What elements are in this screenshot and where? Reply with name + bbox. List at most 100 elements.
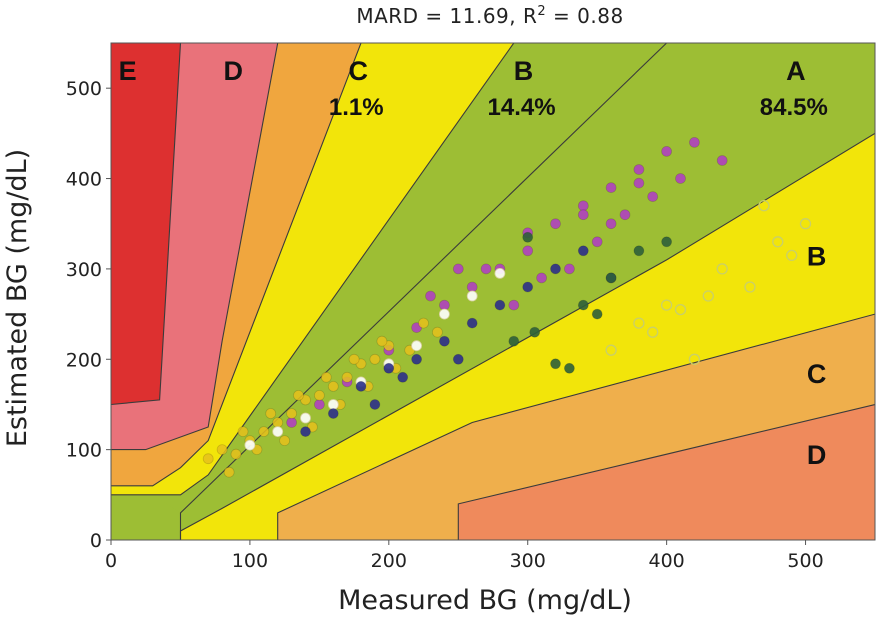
zone-percent-a: 84.5% <box>760 94 828 121</box>
chart-title: MARD = 11.69, R2 = 0.88 <box>356 4 623 28</box>
data-point-purple <box>647 191 659 203</box>
data-point-white <box>466 290 478 302</box>
data-point-purple <box>480 263 492 275</box>
x-axis-title: Measured BG (mg/dL) <box>338 585 632 616</box>
data-point-purple <box>466 281 478 293</box>
data-point-navy <box>355 380 367 392</box>
data-point-green <box>550 358 561 370</box>
data-point-yellow <box>223 466 235 478</box>
data-point-yellow <box>230 448 242 460</box>
data-point-outline <box>772 236 784 248</box>
data-point-navy <box>411 353 423 365</box>
y-tick-label: 200 <box>66 349 102 371</box>
zone-label-b: B <box>514 56 534 86</box>
data-point-navy <box>577 245 589 257</box>
data-point-yellow <box>272 417 284 428</box>
zone-labels: E D C 1.1% B 14.4% A 84.5% B C D <box>119 56 828 470</box>
data-point-navy <box>327 408 339 419</box>
data-point-white <box>438 308 450 320</box>
zone-percent-b: 14.4% <box>488 94 556 121</box>
x-tick-label: 400 <box>649 550 685 572</box>
data-point-navy <box>300 426 311 438</box>
data-point-outline <box>716 263 728 275</box>
data-point-white <box>411 340 423 352</box>
y-tick-label: 500 <box>66 78 102 100</box>
data-point-purple <box>577 200 589 212</box>
data-point-green <box>591 308 603 320</box>
data-point-purple <box>522 245 534 257</box>
data-point-outline <box>744 281 756 293</box>
data-point-white <box>244 439 256 451</box>
y-axis-title: Estimated BG (mg/dL) <box>2 149 33 447</box>
boundary-b-upper <box>111 43 515 496</box>
y-tick-label: 100 <box>66 440 102 462</box>
data-point-green <box>508 335 520 347</box>
data-point-yellow <box>327 380 339 392</box>
data-point-navy <box>438 335 450 347</box>
data-point-yellow <box>265 408 277 419</box>
data-point-purple <box>286 417 298 428</box>
plot-frame <box>110 42 876 541</box>
data-point-yellow <box>286 408 298 419</box>
data-point-purple <box>633 164 645 175</box>
boundary-c-upper <box>111 43 362 487</box>
data-points <box>202 136 812 478</box>
data-point-purple <box>425 290 436 302</box>
data-point-navy <box>494 299 506 311</box>
zone-label-d: D <box>223 56 243 86</box>
data-point-yellow <box>237 426 249 438</box>
zone-label-b: B <box>807 241 827 271</box>
data-point-navy <box>550 263 561 275</box>
data-point-yellow <box>313 389 325 401</box>
data-point-outline <box>674 303 687 316</box>
data-point-yellow <box>279 435 291 447</box>
data-point-yellow <box>216 444 228 456</box>
data-point-outline <box>633 317 645 329</box>
data-point-purple <box>536 272 547 284</box>
data-point-purple <box>619 209 631 221</box>
boundary-b-lower <box>277 313 875 540</box>
data-point-yellow <box>293 389 304 401</box>
data-point-yellow <box>369 353 381 365</box>
y-tick-label: 400 <box>66 169 102 191</box>
data-point-purple <box>716 155 728 166</box>
zone-boundaries <box>111 43 875 540</box>
data-point-green <box>522 231 534 243</box>
data-point-yellow <box>341 371 353 383</box>
data-point-white <box>272 426 284 438</box>
boundary-e <box>111 43 182 406</box>
data-point-purple <box>508 299 520 311</box>
data-point-purple <box>689 136 700 148</box>
axes: 0 100 200 300 400 500 0 100 200 300 400 500 <box>66 78 824 572</box>
y-tick-label: 300 <box>66 259 102 281</box>
data-point-outline <box>758 200 770 212</box>
data-point-yellow <box>376 335 388 347</box>
data-point-yellow <box>258 426 270 438</box>
data-point-outline <box>688 353 701 365</box>
data-point-green <box>633 245 645 257</box>
data-point-green <box>661 236 672 248</box>
x-tick-label: 0 <box>105 550 117 572</box>
zone-label-c: C <box>349 56 369 86</box>
x-tick-label: 100 <box>232 550 268 572</box>
data-point-purple <box>591 236 603 248</box>
zone-label-a: A <box>786 56 806 86</box>
data-point-yellow <box>418 317 429 329</box>
boundary-a-upper <box>111 43 667 540</box>
zone-a-corner-region <box>111 494 181 540</box>
boundary-a-lower <box>179 132 875 540</box>
data-point-navy <box>452 353 464 365</box>
x-tick-label: 200 <box>371 550 407 572</box>
data-point-navy <box>383 362 395 374</box>
boundary-c-lower <box>457 403 875 540</box>
data-point-purple <box>550 218 561 230</box>
data-point-green <box>529 326 541 338</box>
data-point-purple <box>605 182 617 194</box>
data-point-green <box>577 299 589 311</box>
data-point-purple <box>605 218 617 230</box>
data-point-purple <box>438 299 450 311</box>
x-tick-label: 500 <box>787 550 823 572</box>
zone-label-c: C <box>807 359 827 389</box>
data-point-purple <box>313 399 325 410</box>
